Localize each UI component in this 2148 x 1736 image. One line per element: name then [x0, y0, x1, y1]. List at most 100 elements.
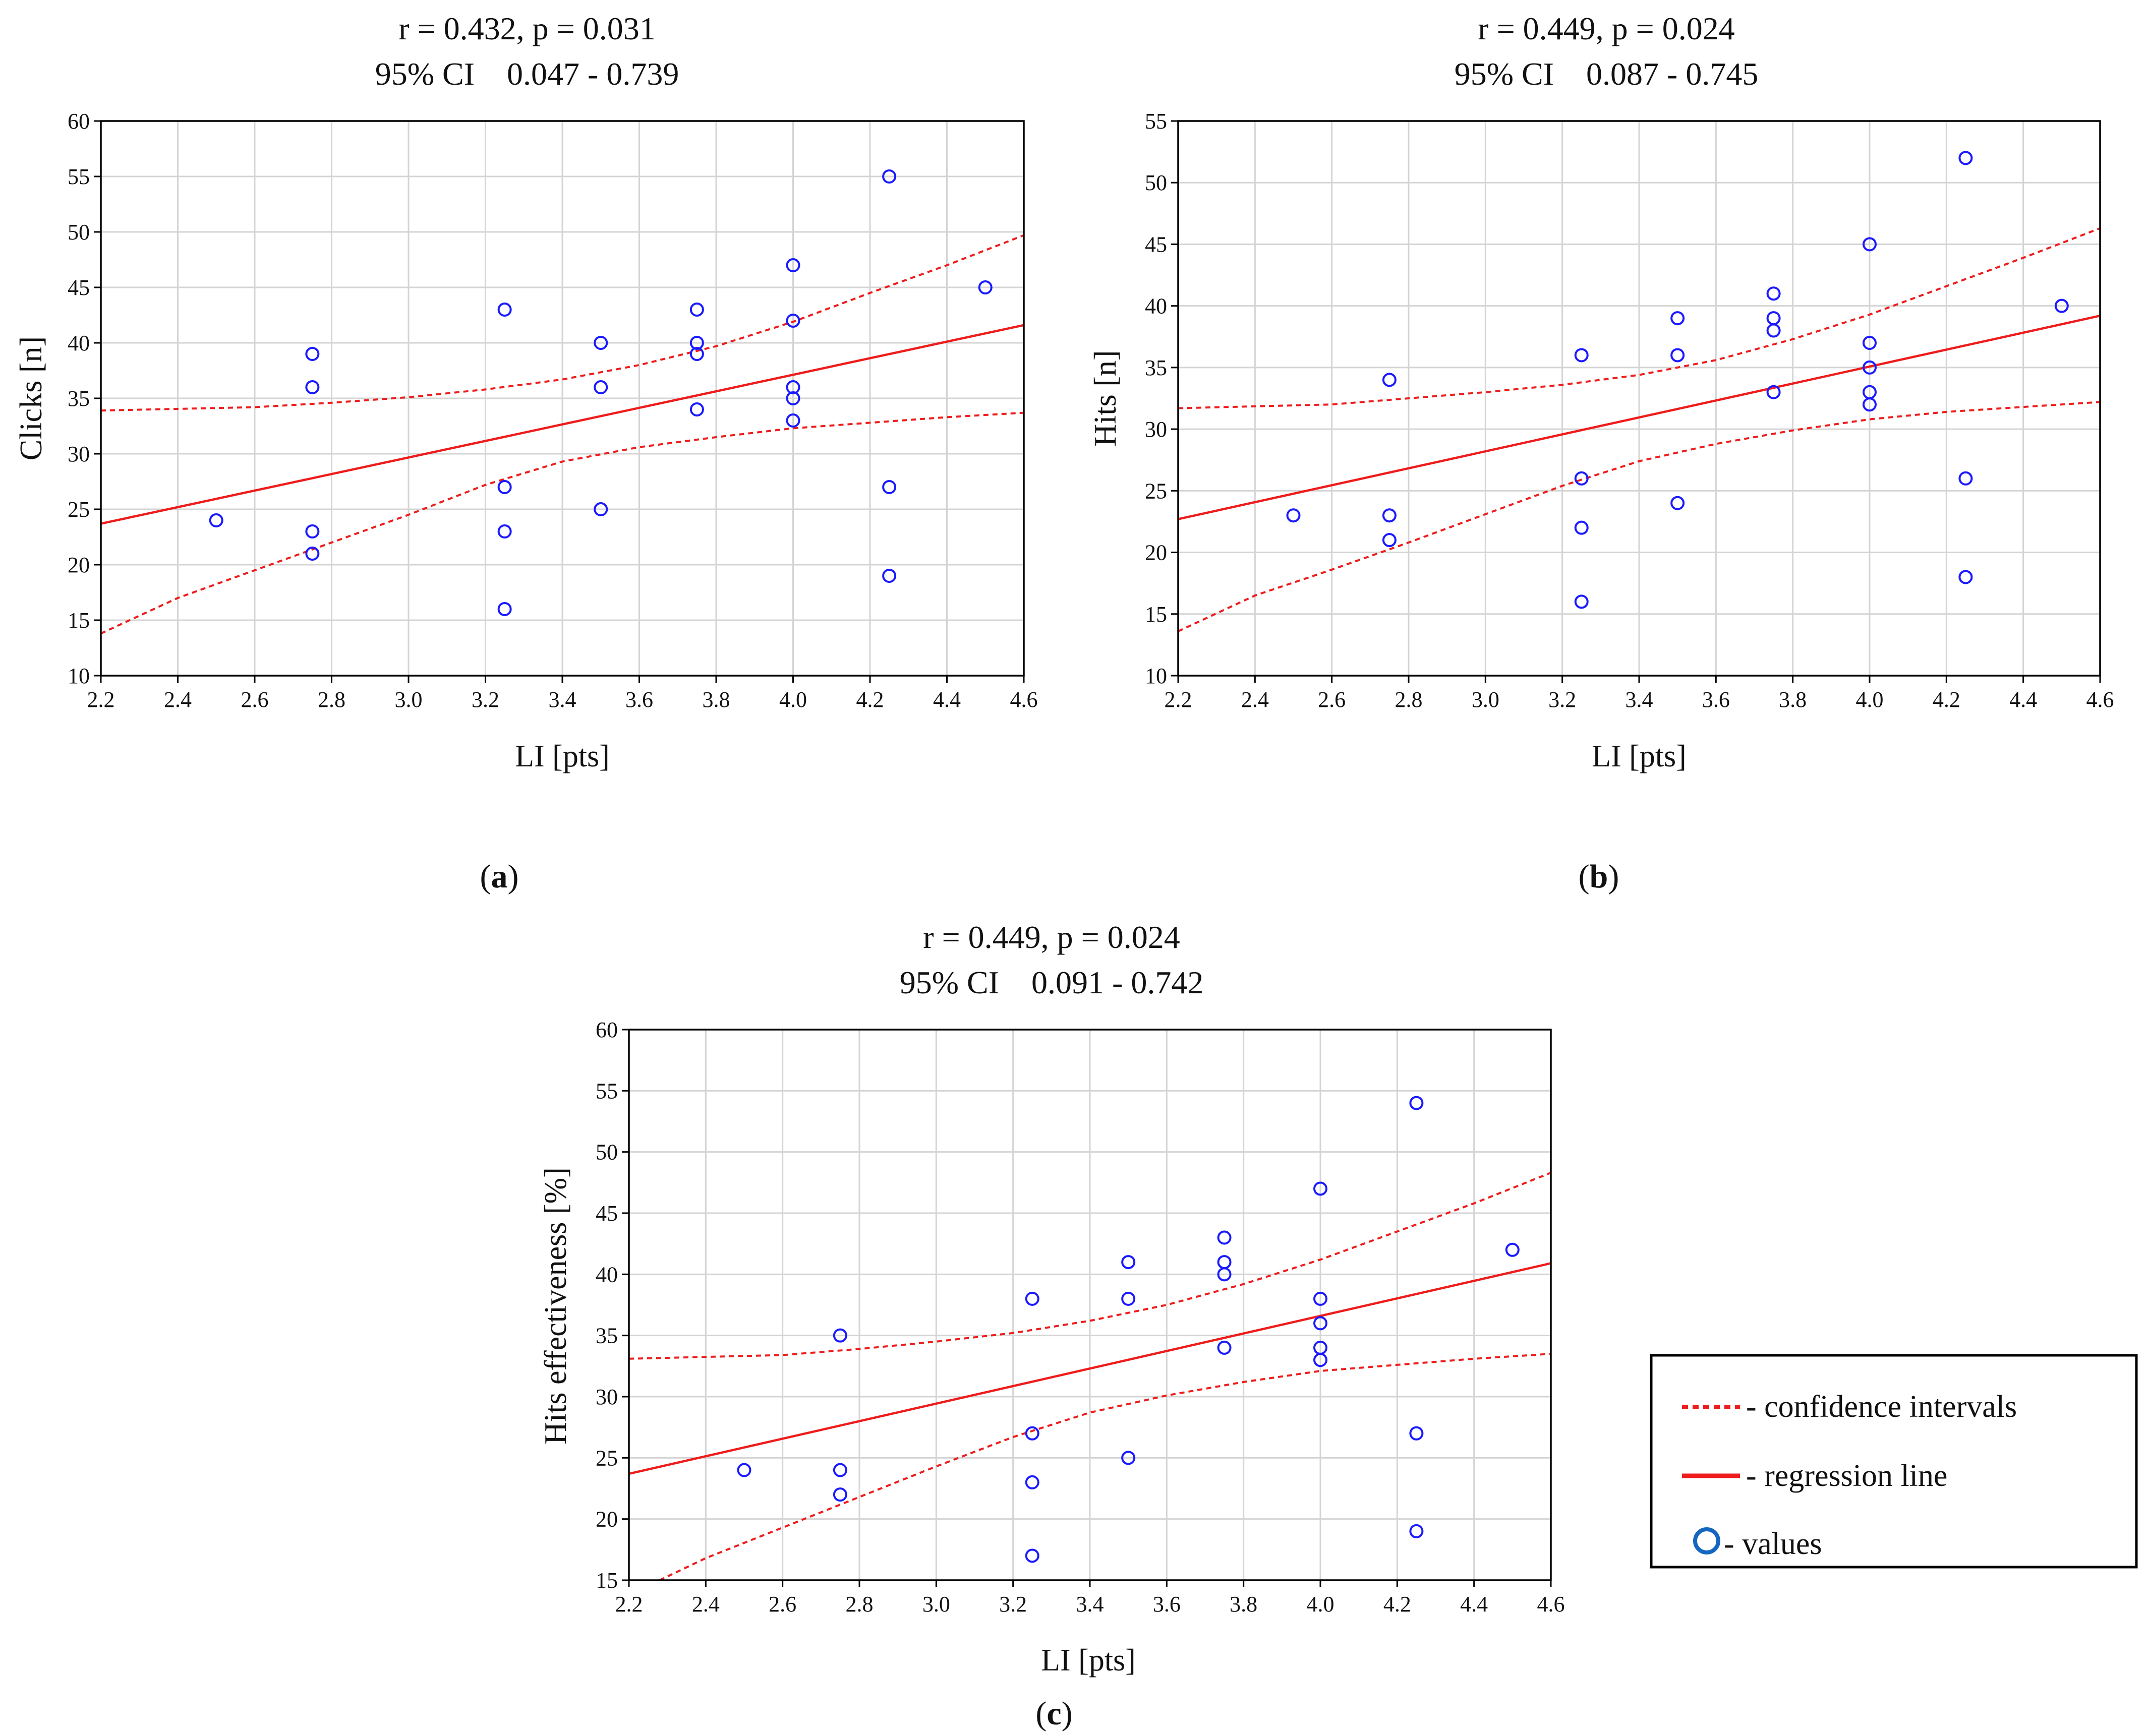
x-tick-label: 4.0: [1307, 1592, 1334, 1617]
data-point: [1505, 1242, 1520, 1257]
data-point: [1025, 1475, 1039, 1489]
ci-upper-line: [101, 234, 1024, 412]
data-point: [786, 413, 800, 428]
legend: - confidence intervals - regression line…: [1650, 1354, 2138, 1569]
y-tick-label: 50: [596, 1140, 618, 1165]
x-tick-label: 4.2: [856, 687, 884, 712]
ci-lower-line: [1178, 401, 2100, 632]
y-tick-label: 55: [596, 1079, 618, 1103]
panel-b-title-line1: r = 0.449, p = 0.024: [1478, 11, 1735, 46]
x-tick-label: 2.2: [615, 1592, 643, 1617]
x-tick-label: 3.0: [1472, 687, 1499, 712]
x-tick-label: 2.8: [1395, 687, 1423, 712]
x-tick-label: 4.6: [1010, 687, 1038, 712]
data-point: [1121, 1291, 1136, 1306]
data-point: [1766, 385, 1781, 399]
panel-a-xlabel: LI [pts]: [515, 739, 610, 773]
data-point: [1863, 397, 1877, 412]
y-tick-label: 15: [68, 608, 90, 633]
y-tick-label: 20: [68, 553, 90, 577]
y-tick-label: 30: [1145, 417, 1167, 442]
x-tick-label: 3.2: [999, 1592, 1027, 1617]
plot-lines: [629, 1172, 1551, 1580]
y-tick-label: 25: [1145, 478, 1167, 503]
data-point: [882, 480, 897, 494]
x-tick-label: 3.4: [549, 687, 576, 712]
y-tick-label: 40: [1145, 294, 1167, 319]
data-point: [786, 258, 800, 272]
data-point: [1409, 1524, 1424, 1538]
x-tick-label: 3.0: [395, 687, 423, 712]
panel-c-title-line2: 95% CI 0.091 - 0.742: [900, 965, 1204, 1000]
panel-b: r = 0.449, p = 0.024 95% CI 0.087 - 0.74…: [1088, 11, 2114, 895]
data-point: [1313, 1181, 1327, 1196]
plot-frame: [100, 120, 1025, 677]
panel-a-title-line1: r = 0.432, p = 0.031: [398, 11, 656, 46]
data-point: [1025, 1426, 1039, 1441]
y-tick-label: 55: [1145, 109, 1167, 134]
data-point: [1958, 570, 1973, 584]
x-tick-label: 4.0: [1856, 687, 1884, 712]
y-tick-label: 45: [1145, 232, 1167, 257]
data-point: [882, 569, 897, 583]
panel-b-title-line2: 95% CI 0.087 - 0.745: [1455, 56, 1759, 92]
x-tick-label: 2.4: [692, 1592, 720, 1617]
x-tick-label: 2.6: [1318, 687, 1346, 712]
y-tick-label: 25: [596, 1446, 618, 1470]
y-tick-label: 50: [68, 220, 90, 245]
y-tick-label: 45: [596, 1201, 618, 1226]
data-point: [594, 502, 608, 516]
data-point: [689, 347, 704, 361]
plot-lines: [101, 234, 1024, 635]
data-point: [1670, 496, 1685, 510]
y-tick-label: 30: [596, 1385, 618, 1409]
y-tick-label: 60: [596, 1017, 618, 1042]
legend-values-marker: [1693, 1527, 1720, 1554]
data-point: [1217, 1230, 1232, 1245]
data-point: [1958, 471, 1973, 486]
data-point: [689, 402, 704, 416]
data-point: [497, 524, 512, 538]
data-point: [1958, 151, 1973, 165]
x-tick-label: 2.4: [164, 687, 192, 712]
x-tick-label: 4.2: [1933, 687, 1960, 712]
data-point: [1766, 286, 1781, 301]
data-point: [1382, 373, 1397, 387]
y-tick-label: 35: [1145, 355, 1167, 380]
y-tick-label: 40: [596, 1262, 618, 1287]
data-point: [1217, 1340, 1232, 1355]
data-point: [594, 380, 608, 394]
data-point: [833, 1328, 847, 1343]
plot-frame: [628, 1029, 1552, 1581]
x-tick-label: 3.4: [1076, 1592, 1104, 1617]
data-point: [833, 1487, 847, 1502]
panel-c: r = 0.449, p = 0.024 95% CI 0.091 - 0.74…: [539, 919, 1565, 1732]
plot-lines: [1178, 227, 2100, 632]
data-point: [1121, 1451, 1136, 1465]
data-point: [209, 513, 223, 527]
legend-box: [1650, 1354, 2138, 1569]
panel-c-ylabel: Hits effectiveness [%]: [539, 1167, 573, 1445]
panel-b-ylabel: Hits [n]: [1088, 350, 1123, 446]
panel-c-title-line1: r = 0.449, p = 0.024: [923, 919, 1180, 955]
data-point: [1286, 508, 1301, 523]
legend-ci-label: - confidence intervals: [1746, 1390, 2017, 1424]
x-tick-label: 3.8: [1230, 1592, 1257, 1617]
panel-b-plot: 2.2 2.4 2.6 2.8 3.0 3.2 3.4 3.6 3.8 4.0 4.2 4.4 4.6 1…: [1145, 109, 2114, 712]
y-tick-label: 20: [596, 1507, 618, 1532]
y-tick-label: 35: [68, 386, 90, 411]
data-point: [1863, 360, 1877, 375]
x-tick-label: 2.2: [87, 687, 115, 712]
x-tick-label: 3.2: [472, 687, 499, 712]
ci-upper-line: [629, 1172, 1551, 1360]
data-point: [786, 391, 800, 405]
plot-frame: [1177, 120, 2101, 677]
x-tick-label: 4.6: [1537, 1592, 1565, 1617]
panel-a-ylabel: Clicks [n]: [14, 336, 48, 460]
data-point: [1766, 311, 1781, 326]
data-point: [1863, 237, 1877, 252]
y-tick-label: 15: [596, 1568, 618, 1593]
data-point: [882, 169, 897, 184]
data-point: [305, 524, 320, 538]
x-tick-label: 3.8: [1779, 687, 1807, 712]
